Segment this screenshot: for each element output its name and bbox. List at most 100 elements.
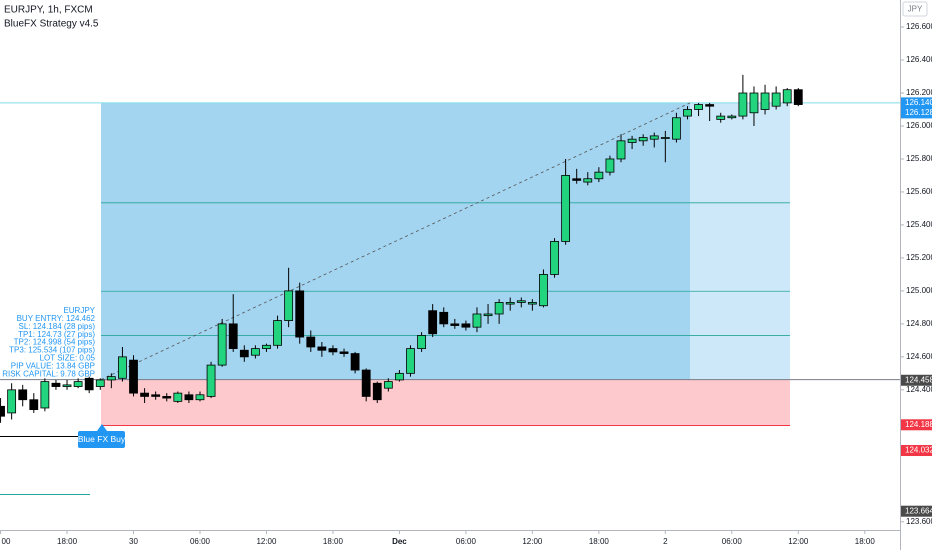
candle-body (350, 353, 360, 371)
y-tick-label: 125.000 (906, 286, 932, 295)
candle-body (262, 344, 271, 350)
candle-body (228, 323, 238, 350)
candle-body (605, 158, 615, 173)
trend-line (100, 102, 691, 380)
candle-body (184, 394, 194, 401)
candle-body (62, 384, 72, 387)
candle-body (7, 389, 17, 414)
candle-body (306, 336, 316, 348)
signal-label: Blue FX Buy (78, 434, 126, 444)
candle-body (539, 273, 548, 307)
price-label: 123.664 (905, 506, 932, 515)
candle-body (594, 171, 604, 180)
strategy-name: BlueFX Strategy v4.5 (4, 19, 99, 30)
price-label-box (901, 419, 932, 431)
candle-body (383, 381, 393, 389)
info-line: EURJPY (63, 306, 95, 315)
x-tick-label: 00 (2, 537, 11, 546)
signal-button[interactable]: Blue FX Buy (78, 424, 126, 448)
x-tick-label: 18:00 (589, 537, 610, 546)
candle-body (417, 335, 426, 350)
candle-body (483, 313, 493, 317)
candle-body (129, 359, 138, 394)
signal-box (78, 431, 125, 448)
stop-zone (101, 379, 790, 426)
candle-body (73, 381, 83, 387)
x-tick-label: 06:00 (722, 537, 743, 546)
price-label: 126.140 (905, 98, 932, 107)
candle-body (660, 137, 670, 139)
x-tick-label: 18:00 (57, 537, 78, 546)
candle-body (716, 115, 726, 120)
candle-body (705, 104, 715, 107)
x-tick-label: 2 (663, 537, 668, 546)
price-label: 124.188 (905, 420, 932, 429)
candle-body (250, 348, 260, 356)
candle-body (217, 323, 227, 366)
candle-body (694, 104, 703, 110)
info-line: TP1: 124.73 (27 pips) (18, 330, 95, 339)
candle-body (760, 92, 770, 110)
symbol-title: EURJPY, 1h, FXCM (4, 5, 93, 16)
x-tick-label: 18:00 (323, 537, 344, 546)
candle-body (683, 109, 692, 117)
y-tick-label: 126.200 (906, 88, 932, 97)
candle-body (317, 346, 327, 351)
info-line: PIP VALUE: 13.84 GBP (11, 361, 95, 370)
candle-body (516, 300, 526, 303)
candle-body (793, 89, 803, 105)
candle-body (173, 392, 183, 402)
x-tick-label: 30 (129, 537, 138, 546)
x-tick-label: 06:00 (190, 537, 211, 546)
candle-body (616, 140, 626, 160)
candle-body (749, 92, 759, 114)
price-label-box (901, 445, 932, 457)
candle-body (118, 356, 127, 379)
y-tick-label: 124.800 (906, 319, 932, 328)
signal-arrow (97, 424, 107, 431)
price-label: 124.458 (905, 375, 932, 384)
candle-body (40, 381, 50, 409)
candle-body (439, 311, 449, 325)
candle-body (450, 323, 460, 326)
x-tick-label: 12:00 (788, 537, 809, 546)
candle-body (738, 92, 748, 117)
candle-body (0, 405, 5, 417)
candle-body (162, 396, 172, 399)
price-label-box (901, 107, 932, 119)
currency: JPY (908, 5, 923, 14)
candle-body (572, 178, 582, 181)
candle-body (51, 382, 61, 387)
candle-body (505, 302, 515, 305)
y-tick-label: 126.600 (906, 22, 932, 31)
candle-body (195, 394, 205, 401)
y-tick-label: 123.600 (906, 517, 932, 526)
x-tick-label: 12:00 (256, 537, 277, 546)
candle-body (527, 302, 537, 305)
profit-zone-future (690, 102, 790, 380)
info-line: BUY ENTRY: 124.462 (17, 314, 96, 323)
y-tick-label: 124.400 (906, 385, 932, 394)
y-tick-label: 124.600 (906, 352, 932, 361)
candle-body (472, 313, 482, 328)
info-line: LOT SIZE: 0.05 (40, 354, 96, 363)
candle-body (395, 372, 404, 381)
candle-body (284, 290, 294, 321)
candle-body (151, 394, 161, 397)
candle-body (239, 349, 249, 358)
x-tick-label: 12:00 (522, 537, 543, 546)
candle-body (406, 348, 415, 374)
candle-body (361, 369, 371, 397)
zones (0, 102, 900, 426)
x-tick-label: Dec (392, 537, 407, 546)
candle-body (328, 348, 338, 353)
info-line: TP2: 124.998 (54 pips) (14, 338, 96, 347)
candle-body (273, 320, 282, 346)
candle-body (95, 379, 105, 387)
info-line: SL: 124.184 (28 pips) (19, 322, 96, 331)
candle-body (339, 351, 349, 354)
price-label-box (901, 374, 932, 386)
candle-body (672, 117, 681, 140)
candle-body (638, 137, 648, 142)
